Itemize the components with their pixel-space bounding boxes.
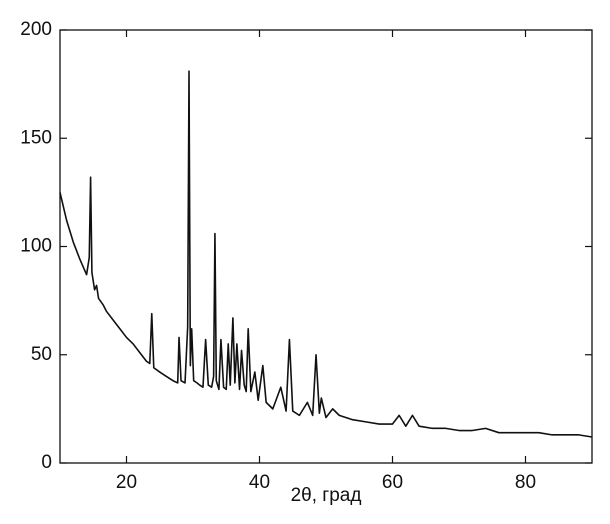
x-axis-label: 2θ, град bbox=[291, 485, 362, 506]
y-tick-label: 100 bbox=[20, 236, 52, 257]
x-tick-label: 60 bbox=[382, 472, 403, 493]
x-tick-label: 20 bbox=[116, 472, 137, 493]
x-tick-label: 80 bbox=[515, 472, 536, 493]
y-tick-label: 0 bbox=[41, 452, 52, 473]
y-tick-label: 150 bbox=[20, 127, 52, 148]
y-tick-label: 200 bbox=[20, 19, 52, 40]
data-line bbox=[59, 70, 593, 438]
y-tick-label: 50 bbox=[31, 344, 52, 365]
x-tick-label: 40 bbox=[249, 472, 270, 493]
plot-frame bbox=[59, 29, 593, 464]
